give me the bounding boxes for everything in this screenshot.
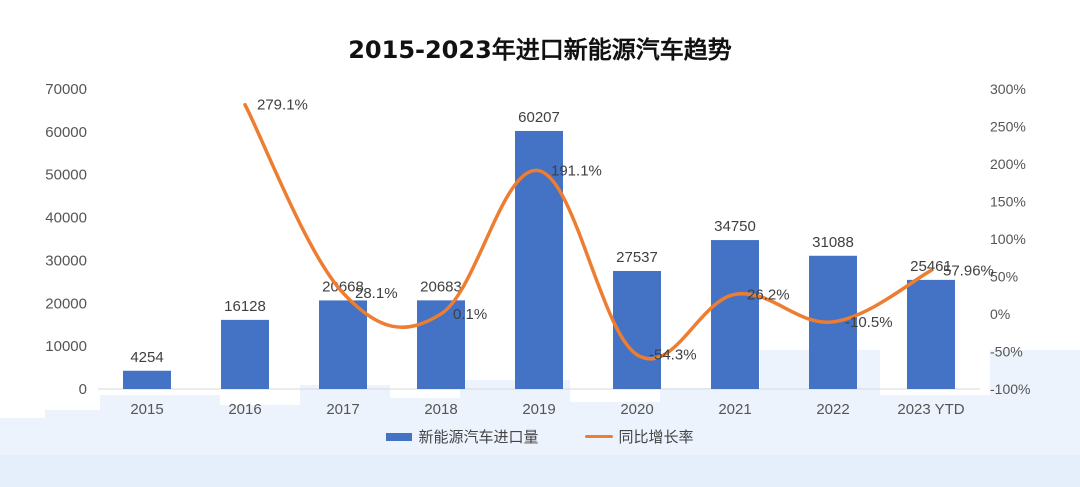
y-left-tick-label: 60000	[45, 124, 87, 141]
y-left-tick-label: 40000	[45, 210, 87, 227]
x-tick-label: 2019	[522, 401, 555, 418]
legend-bar-swatch	[386, 432, 413, 441]
y-left-tick-label: 10000	[45, 338, 87, 355]
line-value-label: 0.1%	[453, 306, 487, 323]
x-tick-label: 2020	[620, 401, 653, 418]
x-tick-label: 2021	[718, 401, 751, 418]
bar-value-label: 4254	[130, 349, 163, 366]
bar-value-label: 31088	[812, 234, 854, 251]
legend-line-swatch	[584, 435, 613, 438]
bar	[613, 270, 661, 389]
legend-item-line: 同比增长率	[584, 426, 694, 447]
line-value-label: 28.1%	[355, 285, 398, 302]
chart-legend: 新能源汽车进口量 同比增长率	[0, 426, 1080, 447]
line-value-label: 26.2%	[747, 286, 790, 303]
y-left-tick-label: 0	[79, 381, 87, 398]
y-right-tick-label: 0%	[990, 306, 1010, 322]
x-tick-label: 2016	[228, 401, 261, 418]
x-tick-label: 2018	[424, 401, 457, 418]
y-right-tick-label: 300%	[990, 81, 1026, 97]
y-right-tick-label: 50%	[990, 269, 1018, 285]
bar-value-label: 25461	[910, 258, 952, 275]
bar	[711, 240, 759, 389]
x-tick-label: 2022	[816, 401, 849, 418]
bar-value-label: 20683	[420, 278, 462, 295]
x-tick-label: 2023 YTD	[897, 401, 964, 418]
y-right-tick-label: -50%	[990, 344, 1023, 360]
growth-rate-line	[243, 102, 933, 361]
legend-line-label: 同比增长率	[618, 428, 694, 446]
bar	[907, 279, 955, 389]
x-tick-label: 2017	[326, 401, 359, 418]
x-tick-label: 2015	[130, 401, 163, 418]
bar-value-label: 16128	[224, 298, 266, 315]
y-left-tick-label: 70000	[45, 81, 87, 98]
y-right-tick-label: 150%	[990, 194, 1026, 210]
legend-item-bar: 新能源汽车进口量	[386, 426, 539, 447]
line-value-label: 57.96%	[943, 263, 994, 280]
y-left-tick-label: 30000	[45, 252, 87, 269]
line-value-label: -10.5%	[845, 314, 893, 331]
bar-value-label: 27537	[616, 249, 658, 266]
chart-title: 2015-2023年进口新能源汽车趋势	[348, 36, 732, 64]
line-value-label: -54.3%	[649, 347, 697, 364]
background-block	[0, 455, 1080, 487]
bar	[221, 319, 269, 389]
y-right-tick-label: 200%	[990, 156, 1026, 172]
legend-bar-label: 新能源汽车进口量	[418, 428, 539, 446]
y-right-tick-label: 100%	[990, 231, 1026, 247]
bar	[319, 300, 367, 389]
y-right-tick-label: 250%	[990, 119, 1026, 135]
line-value-label: 191.1%	[551, 163, 602, 180]
y-right-tick-label: -100%	[990, 381, 1030, 397]
y-left-tick-label: 20000	[45, 295, 87, 312]
line-value-label: 279.1%	[257, 97, 308, 114]
bar-value-label: 34750	[714, 218, 756, 235]
y-left-tick-label: 50000	[45, 167, 87, 184]
bar	[123, 370, 171, 389]
bar-value-label: 60207	[518, 109, 560, 126]
